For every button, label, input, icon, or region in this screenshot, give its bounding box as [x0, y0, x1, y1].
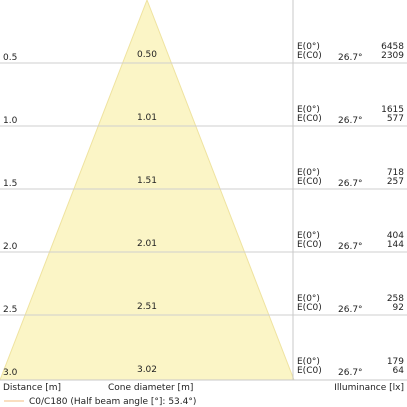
- illuminance-label-top: E(0°): [297, 357, 320, 367]
- illuminance-value-bottom: 64: [393, 366, 405, 376]
- illuminance-value-top: 6458: [381, 42, 404, 52]
- diameter-value: 2.01: [137, 239, 157, 249]
- illuminance-label-bottom: E(C0): [297, 177, 322, 187]
- half-angle-value: 26.7°: [338, 242, 363, 252]
- illuminance-value-top: 179: [387, 357, 404, 367]
- distance-value: 3.0: [3, 368, 18, 378]
- distance-value: 2.5: [3, 305, 17, 315]
- distance-value: 2.0: [3, 242, 18, 252]
- half-angle-value: 26.7°: [338, 179, 363, 189]
- diameter-axis-label: Cone diameter [m]: [108, 383, 193, 393]
- diameter-value: 1.51: [137, 176, 157, 186]
- half-angle-value: 26.7°: [338, 305, 363, 315]
- illuminance-value-bottom: 2309: [381, 51, 404, 61]
- distance-axis-label: Distance [m]: [3, 383, 61, 393]
- grid-lines: [0, 62, 407, 316]
- illuminance-label-top: E(0°): [297, 42, 320, 52]
- diameter-value: 0.50: [137, 50, 157, 60]
- diameter-value: 3.02: [137, 365, 157, 375]
- illuminance-value-bottom: 144: [387, 240, 404, 250]
- illuminance-label-bottom: E(C0): [297, 366, 322, 376]
- illuminance-label-bottom: E(C0): [297, 240, 322, 250]
- diameter-value: 2.51: [137, 302, 157, 312]
- illuminance-label-bottom: E(C0): [297, 51, 322, 61]
- illuminance-label-bottom: E(C0): [297, 303, 322, 313]
- illuminance-label-bottom: E(C0): [297, 114, 322, 124]
- half-angle-value: 26.7°: [338, 53, 363, 63]
- illuminance-value-bottom: 92: [393, 303, 404, 313]
- distance-value: 1.5: [3, 179, 17, 189]
- distance-value: 0.5: [3, 53, 17, 63]
- illuminance-label-top: E(0°): [297, 168, 320, 178]
- illuminance-value-top: 718: [387, 168, 404, 178]
- illuminance-label-top: E(0°): [297, 231, 320, 241]
- illuminance-value-top: 258: [387, 294, 404, 304]
- illuminance-value-bottom: 257: [387, 177, 404, 187]
- illuminance-axis-label: Illuminance [lx]: [334, 383, 404, 393]
- legend-label: C0/C180 (Half beam angle [°]: 53.4°): [29, 397, 196, 407]
- illuminance-label-top: E(0°): [297, 105, 320, 115]
- illuminance-value-top: 404: [387, 231, 404, 241]
- half-angle-value: 26.7°: [338, 116, 363, 126]
- distance-value: 1.0: [3, 116, 18, 126]
- illuminance-value-top: 1615: [381, 105, 404, 115]
- illuminance-value-bottom: 577: [387, 114, 404, 124]
- illuminance-label-top: E(0°): [297, 294, 320, 304]
- diameter-value: 1.01: [137, 113, 157, 123]
- half-angle-value: 26.7°: [338, 368, 363, 378]
